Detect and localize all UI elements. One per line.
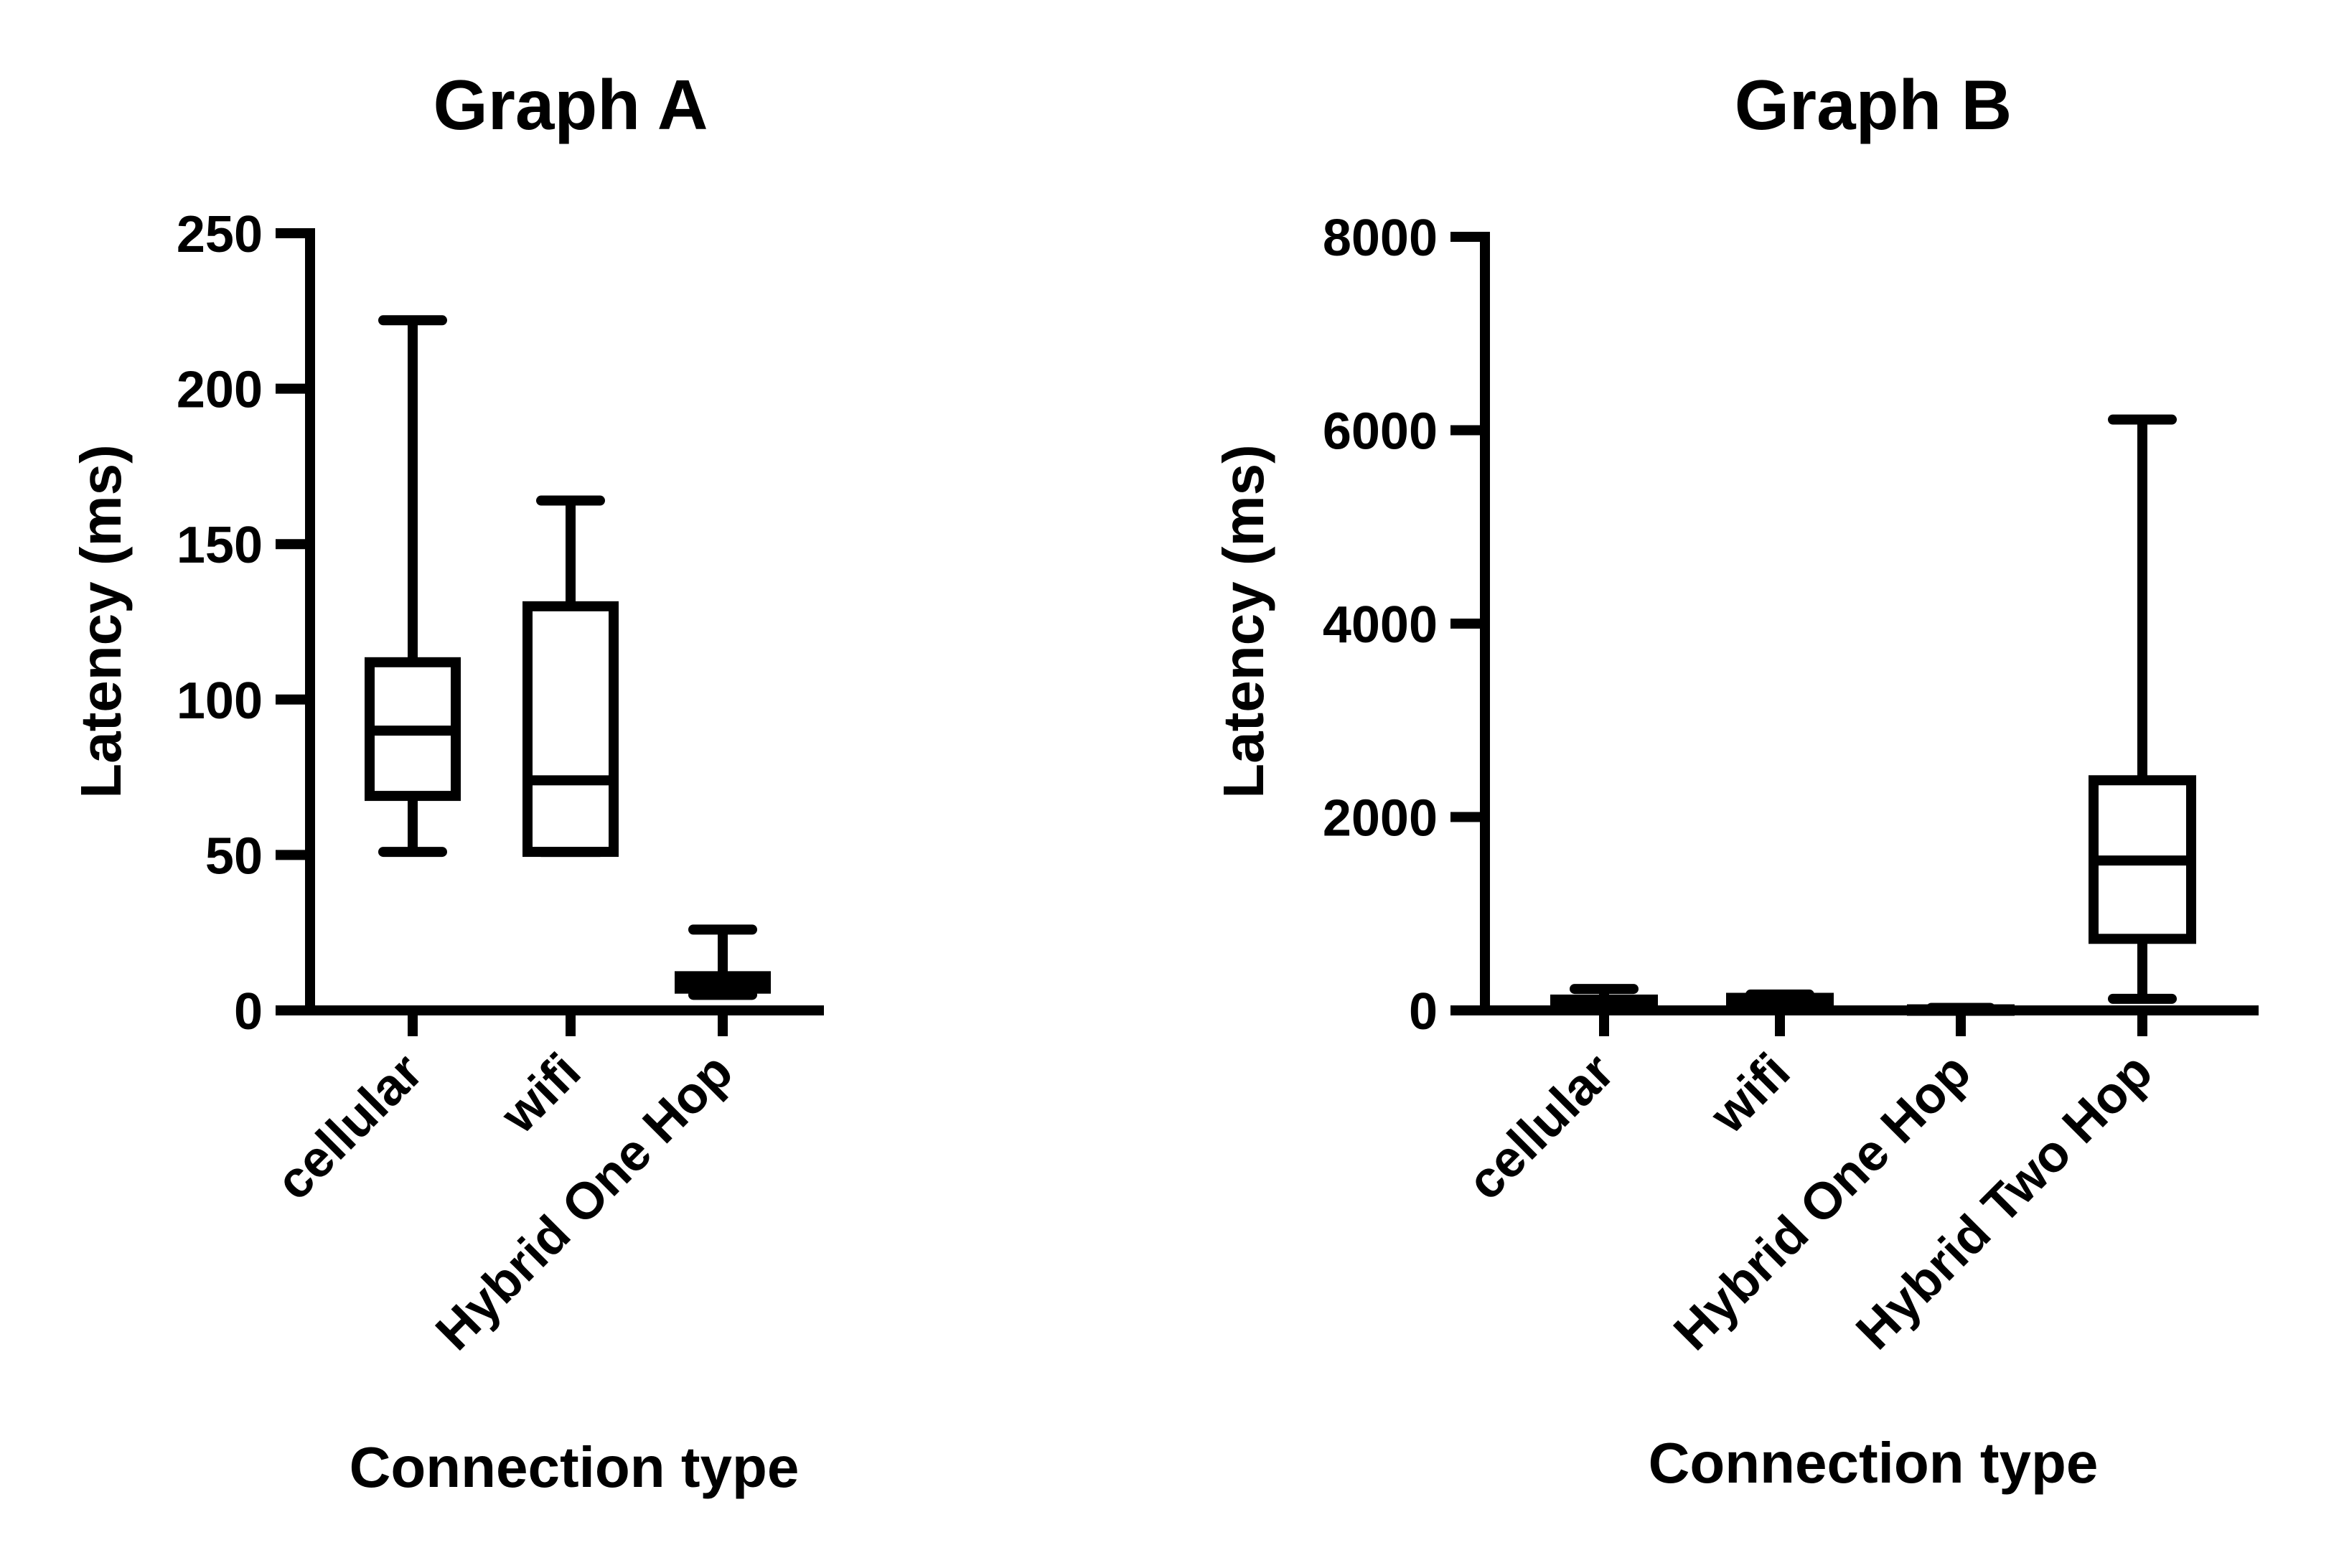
x-tick-label-hybrid-one-hop: Hybrid One Hop [1663, 1043, 1982, 1361]
x-tick-label-hybrid-one-hop: Hybrid One Hop [425, 1043, 744, 1361]
x-axis-title: Connection type [1649, 1431, 2099, 1495]
y-tick-label: 6000 [1323, 403, 1438, 461]
box-hybrid-one-hop [675, 924, 771, 1000]
box-wifi [522, 495, 619, 858]
y-axis-title: Latency (ms) [69, 444, 133, 798]
graph-b-panel: Graph B 0 2000 4000 6000 8000 Latency (ms) Conn… [1211, 65, 2259, 1495]
y-tick-label: 4000 [1323, 596, 1438, 654]
box-hybrid-one-hop [1907, 1003, 2015, 1016]
box-cellular [365, 315, 461, 858]
graph-a-panel: Graph A 0 50 100 150 200 250 Latency (ms) Connec… [69, 65, 824, 1499]
y-tick-label: 100 [177, 672, 263, 730]
x-tick-label-cellular: cellular [265, 1043, 433, 1211]
y-tick-label: 2000 [1323, 790, 1438, 848]
box-cellular [1550, 984, 1658, 1011]
y-tick-label: 250 [177, 206, 263, 263]
y-tick-label: 200 [177, 362, 263, 419]
y-tick-label: 0 [234, 983, 263, 1041]
box-wifi [1726, 989, 1834, 1011]
y-tick-label: 50 [205, 827, 263, 885]
x-tick-label-cellular: cellular [1456, 1043, 1625, 1211]
x-tick-label-wifi: wifi [1699, 1043, 1801, 1145]
x-tick-label-wifi: wifi [489, 1043, 591, 1145]
chart-title: Graph A [433, 65, 708, 144]
y-tick-label: 0 [1409, 983, 1438, 1041]
y-tick-label: 150 [177, 517, 263, 574]
box-hybrid-two-hop [2089, 414, 2196, 1004]
y-tick-label: 8000 [1323, 210, 1438, 267]
y-axis-title: Latency (ms) [1211, 444, 1275, 798]
chart-title: Graph B [1735, 65, 2012, 144]
iqr-box [522, 601, 619, 858]
x-axis-title: Connection type [350, 1435, 800, 1499]
